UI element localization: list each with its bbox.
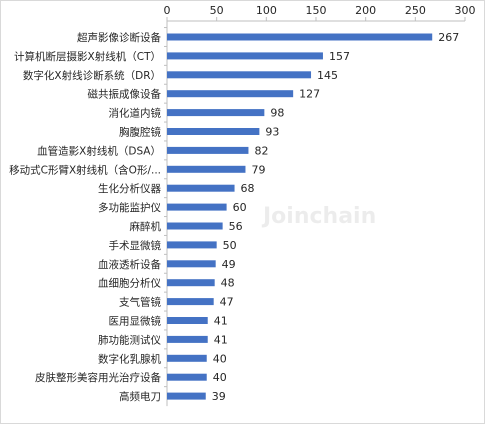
x-tick-label: 300 — [455, 4, 476, 17]
category-label: 高频电刀 — [119, 390, 161, 403]
bar — [167, 184, 235, 192]
data-label: 145 — [317, 69, 338, 82]
bars — [167, 33, 433, 400]
data-label: 68 — [241, 182, 255, 195]
x-tick-label: 150 — [306, 4, 327, 17]
category-label: 数字化乳腺机 — [98, 352, 161, 365]
x-tick-label: 100 — [256, 4, 277, 17]
data-label: 47 — [220, 296, 234, 309]
category-label: 皮肤整形美容用光治疗设备 — [35, 371, 161, 384]
category-label: 超声影像诊断设备 — [77, 31, 161, 44]
data-label: 48 — [221, 277, 235, 290]
data-label: 93 — [265, 126, 279, 139]
bar — [167, 146, 249, 154]
category-label: 血液透析设备 — [98, 258, 161, 271]
bar — [167, 128, 260, 135]
bar — [167, 335, 208, 343]
data-label: 79 — [251, 163, 265, 176]
bar — [167, 203, 227, 211]
x-tick-label: 0 — [164, 4, 171, 17]
bar — [167, 260, 216, 268]
category-label: 胸腹腔镜 — [119, 126, 161, 139]
bar — [167, 298, 214, 306]
watermark: Joinchain — [261, 204, 376, 229]
bar — [167, 392, 206, 400]
data-label: 82 — [254, 144, 268, 157]
bar — [167, 373, 207, 381]
bar — [167, 354, 207, 362]
data-label: 157 — [329, 50, 350, 63]
data-label: 49 — [222, 258, 236, 271]
bar — [167, 165, 246, 173]
category-label: 血细胞分析仪 — [98, 277, 161, 290]
data-label: 50 — [223, 239, 237, 252]
data-label: 98 — [270, 107, 284, 120]
data-label: 60 — [233, 201, 247, 214]
bar — [167, 33, 433, 41]
x-tick-label: 200 — [355, 4, 376, 17]
value-labels: 267 157 145 127 98 93 82 79 68 60 56 50 49 48 47 41 41 40… — [212, 31, 459, 403]
data-label: 40 — [213, 371, 227, 384]
bar — [167, 109, 265, 117]
bar — [167, 52, 323, 60]
bar — [167, 317, 208, 324]
category-label: 手术显微镜 — [109, 239, 162, 252]
category-label: 多功能监护仪 — [98, 201, 161, 214]
bar — [167, 90, 294, 98]
bar — [167, 71, 312, 79]
data-label: 40 — [213, 352, 227, 365]
category-label: 医用显微镜 — [109, 315, 162, 328]
category-label: 肺功能测试仪 — [98, 333, 161, 346]
category-label: 计算机断层摄影X射线机（CT） — [14, 50, 161, 63]
category-label: 消化道内镜 — [109, 107, 162, 120]
category-label: 支气管镜 — [119, 296, 161, 309]
data-label: 267 — [438, 31, 459, 44]
data-label: 39 — [212, 390, 226, 403]
x-tick-label: 50 — [210, 4, 224, 17]
bar — [167, 222, 223, 230]
data-label: 41 — [214, 315, 228, 328]
category-label: 数字化X射线诊断系统（DR） — [23, 69, 161, 82]
bar — [167, 241, 217, 249]
category-label: 磁共振成像设备 — [88, 88, 162, 101]
category-label: 生化分析仪器 — [98, 182, 161, 195]
x-tick-label: 250 — [405, 4, 426, 17]
bar — [167, 279, 215, 287]
data-label: 127 — [299, 88, 320, 101]
data-label: 41 — [214, 333, 228, 346]
category-label: 麻醉机 — [130, 220, 162, 233]
category-label: 血管造影X射线机（DSA） — [37, 144, 161, 157]
x-axis: 0 50 100 150 200 250 300 — [164, 4, 476, 407]
category-label: 移动式C形臂X射线机（含O形/... — [9, 163, 161, 176]
data-label: 56 — [229, 220, 243, 233]
